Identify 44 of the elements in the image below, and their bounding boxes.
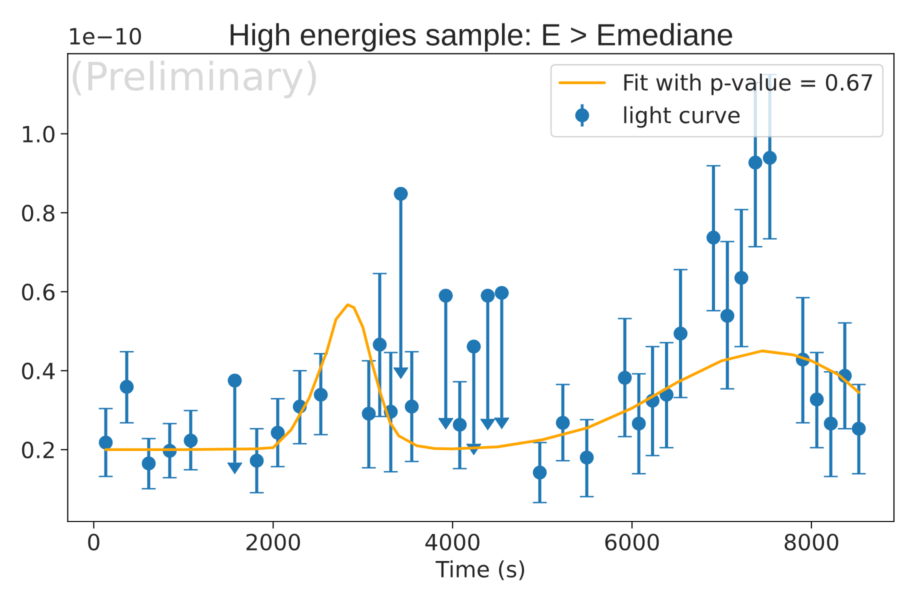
point	[438, 288, 453, 303]
point	[632, 416, 646, 431]
y-tick-label: 0.8	[22, 204, 54, 222]
y-tick-label: 1.0	[23, 126, 54, 143]
point	[372, 338, 387, 352]
point	[532, 466, 547, 480]
chart-title: High energies sample: E > Emediane	[230, 23, 732, 52]
point	[720, 308, 734, 323]
point	[852, 422, 866, 436]
point	[362, 406, 376, 421]
x-tick-label: 0	[88, 534, 100, 551]
y-tick-label: 0.6	[22, 284, 55, 300]
point	[466, 340, 481, 354]
point	[452, 418, 467, 432]
x-axis-title: Time (s)	[436, 560, 524, 580]
legend-label: light curve	[624, 106, 740, 128]
point	[734, 270, 748, 285]
point	[674, 326, 688, 341]
point	[98, 436, 113, 450]
point	[618, 370, 632, 385]
point	[270, 426, 285, 440]
point	[142, 456, 156, 470]
text: 1e−10	[70, 28, 141, 45]
point	[314, 388, 328, 402]
point	[810, 392, 824, 406]
point	[556, 416, 570, 430]
x-tick-label: 2000	[246, 534, 300, 551]
x-tick-label: 6000	[605, 534, 659, 551]
point	[228, 374, 242, 388]
point	[762, 150, 777, 165]
legend-label: Fit with p-value = 0.67	[624, 74, 872, 96]
point	[184, 434, 198, 448]
point	[394, 186, 408, 201]
point	[706, 230, 720, 245]
x-tick-label: 8000	[784, 534, 838, 551]
point	[120, 380, 134, 394]
point	[404, 400, 419, 414]
x-tick-label: 4000	[425, 534, 480, 551]
y-tick-label: 0.4	[22, 362, 55, 380]
point	[824, 416, 838, 431]
point	[748, 156, 762, 170]
y-tick-label: 0.2	[22, 442, 54, 458]
point	[250, 454, 264, 468]
point	[580, 450, 594, 464]
